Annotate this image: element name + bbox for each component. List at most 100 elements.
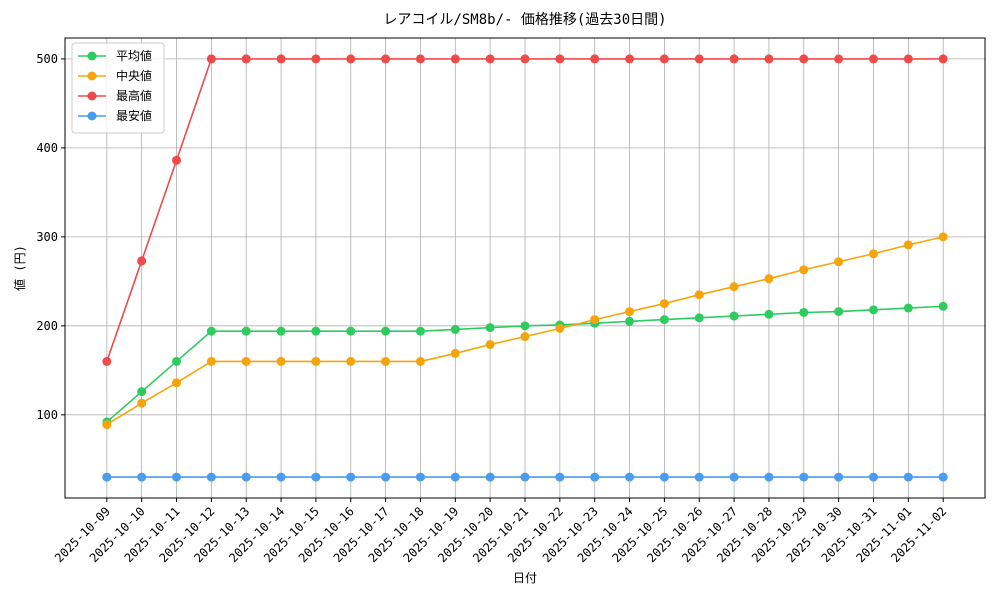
data-point — [206, 326, 216, 336]
y-tick-label: 200 — [36, 319, 58, 333]
data-point — [555, 324, 565, 334]
data-point — [520, 332, 530, 342]
data-point — [450, 54, 460, 64]
data-point — [659, 299, 669, 309]
data-point — [764, 309, 774, 319]
data-point — [590, 472, 600, 482]
data-point — [659, 315, 669, 325]
legend-label: 平均値 — [116, 48, 152, 63]
data-point — [659, 472, 669, 482]
data-point — [938, 472, 948, 482]
data-point — [137, 472, 147, 482]
data-point — [834, 54, 844, 64]
data-point — [137, 398, 147, 408]
data-point — [625, 472, 635, 482]
data-point — [241, 472, 251, 482]
data-point — [520, 472, 530, 482]
data-point — [276, 472, 286, 482]
data-point — [172, 472, 182, 482]
data-point — [903, 303, 913, 313]
y-tick-label: 400 — [36, 141, 58, 155]
plot-frame — [64, 37, 986, 499]
data-point — [729, 311, 739, 321]
data-point — [206, 472, 216, 482]
data-point — [102, 356, 112, 366]
data-point — [834, 307, 844, 317]
y-tick-label: 100 — [36, 408, 58, 422]
data-point — [834, 472, 844, 482]
data-point — [659, 54, 669, 64]
data-point — [764, 274, 774, 284]
data-point — [276, 54, 286, 64]
data-point — [450, 324, 460, 334]
data-point — [938, 54, 948, 64]
data-point — [590, 315, 600, 325]
data-point — [834, 257, 844, 267]
data-point — [137, 387, 147, 397]
data-point — [346, 326, 356, 336]
data-point — [555, 54, 565, 64]
data-point — [694, 313, 704, 323]
data-point — [729, 282, 739, 292]
data-point — [381, 326, 391, 336]
data-point — [729, 472, 739, 482]
legend-label: 中央値 — [116, 68, 152, 83]
data-point — [799, 54, 809, 64]
data-point — [555, 472, 565, 482]
legend-label: 最安値 — [116, 108, 152, 123]
data-point — [276, 356, 286, 366]
data-point — [172, 155, 182, 165]
chart-title: レアコイル/SM8b/- 価格推移(過去30日間) — [383, 12, 666, 28]
data-point — [799, 472, 809, 482]
data-point — [102, 472, 112, 482]
data-point — [799, 307, 809, 317]
data-point — [415, 54, 425, 64]
data-point — [625, 316, 635, 326]
data-point — [381, 472, 391, 482]
data-point — [206, 356, 216, 366]
data-point — [520, 54, 530, 64]
data-point — [485, 323, 495, 333]
y-tick-label: 500 — [36, 52, 58, 66]
data-point — [764, 54, 774, 64]
data-point — [694, 54, 704, 64]
x-axis-label: 日付 — [513, 571, 537, 585]
data-point — [346, 356, 356, 366]
legend-marker — [87, 71, 97, 81]
data-point — [311, 472, 321, 482]
data-point — [694, 290, 704, 300]
data-point — [206, 54, 216, 64]
data-point — [868, 54, 878, 64]
data-point — [346, 54, 356, 64]
data-point — [903, 54, 913, 64]
data-point — [485, 340, 495, 350]
data-point — [241, 326, 251, 336]
y-tick-label: 300 — [36, 230, 58, 244]
data-point — [903, 472, 913, 482]
data-point — [485, 472, 495, 482]
data-point — [903, 240, 913, 250]
data-point — [241, 356, 251, 366]
data-point — [137, 256, 147, 266]
data-point — [868, 305, 878, 315]
data-point — [415, 472, 425, 482]
legend-label: 最高値 — [116, 88, 152, 103]
data-point — [590, 54, 600, 64]
data-point — [764, 472, 774, 482]
data-point — [450, 472, 460, 482]
legend-marker — [87, 111, 97, 121]
data-point — [694, 472, 704, 482]
data-point — [799, 265, 809, 275]
data-point — [276, 326, 286, 336]
data-point — [868, 472, 878, 482]
data-point — [172, 378, 182, 388]
data-point — [625, 54, 635, 64]
data-point — [381, 54, 391, 64]
data-point — [102, 420, 112, 430]
legend-marker — [87, 51, 97, 61]
data-point — [625, 307, 635, 317]
data-point — [311, 326, 321, 336]
data-point — [485, 54, 495, 64]
data-point — [381, 356, 391, 366]
